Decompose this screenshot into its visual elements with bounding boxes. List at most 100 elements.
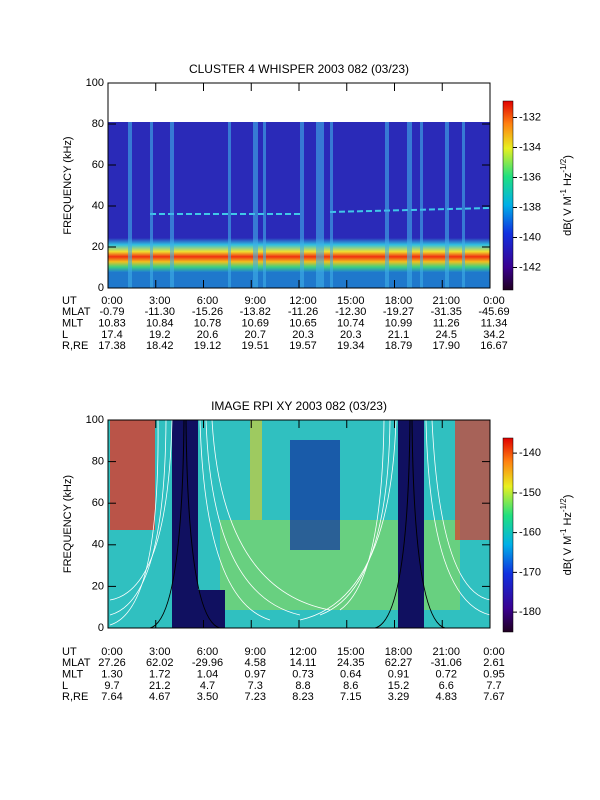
orbit-value: 0.72 <box>436 669 457 681</box>
orbit-value: 4.58 <box>245 657 266 669</box>
orbit-value: 0.91 <box>388 669 409 681</box>
orbit-value: 20.7 <box>245 329 266 341</box>
orbit-value: 4.67 <box>149 691 170 703</box>
y-axis-label: FREQUENCY (kHz) <box>62 475 74 573</box>
orbit-value: 17.38 <box>98 340 126 352</box>
colorbar-tick-label: -142 <box>519 261 541 273</box>
orbit-value: 17.90 <box>432 340 460 352</box>
x-tick-label: 21:00 <box>432 646 460 658</box>
orbit-value: -13.82 <box>240 306 271 318</box>
y-tick-label: 60 <box>92 497 104 509</box>
colorbar <box>502 100 514 291</box>
colorbar-tick-label: -170 <box>519 566 541 578</box>
spectrogram-image <box>108 122 491 288</box>
colorbar-label-part: Hz <box>562 173 574 190</box>
orbit-value: 20.3 <box>340 329 361 341</box>
colorbar-label-part: -1/2 <box>559 158 568 172</box>
orbit-value: 7.64 <box>101 691 122 703</box>
orbit-value: 1.72 <box>149 669 170 681</box>
orbit-value: 10.84 <box>146 318 174 330</box>
orbit-value: 6.6 <box>439 680 454 692</box>
colorbar-label-part: Hz <box>562 512 574 529</box>
orbit-value: -45.69 <box>478 306 509 318</box>
colorbar-label: dB( V M-1 Hz-1/2) <box>559 495 574 576</box>
x-tick-label: 3:00 <box>149 646 170 658</box>
orbit-value: 21.2 <box>149 680 170 692</box>
x-tick-label: 21:00 <box>432 295 460 307</box>
orbit-value: 7.67 <box>483 691 504 703</box>
orbit-value: -15.26 <box>192 306 223 318</box>
orbit-value: 0.64 <box>340 669 361 681</box>
x-axis-label: UT <box>62 295 77 307</box>
x-tick-label: 0:00 <box>101 646 122 658</box>
chart-title: CLUSTER 4 WHISPER 2003 082 (03/23) <box>189 62 409 76</box>
orbit-value: 7.15 <box>340 691 361 703</box>
orbit-value: -11.30 <box>145 306 175 318</box>
orbit-value: 0.95 <box>483 669 504 681</box>
orbit-value: 27.26 <box>98 657 126 669</box>
colorbar-tick-label: -140 <box>519 231 541 243</box>
orbit-value: -0.79 <box>99 306 124 318</box>
colorbar-tick-label: -150 <box>519 487 541 499</box>
orbit-value: 24.35 <box>337 657 365 669</box>
orbit-value: 19.2 <box>149 329 170 341</box>
orbit-value: 8.6 <box>343 680 358 692</box>
y-tick-label: 0 <box>98 622 104 634</box>
colorbar-label-part: ) <box>562 495 574 499</box>
orbit-value: 4.83 <box>436 691 457 703</box>
colorbar-tick-label: -136 <box>519 171 541 183</box>
spectrogram-image <box>108 419 491 629</box>
orbit-value: 19.34 <box>337 340 365 352</box>
orbit-value: 3.29 <box>388 691 409 703</box>
orbit-value: 24.5 <box>436 329 457 341</box>
orbit-value: -19.27 <box>383 306 414 318</box>
x-tick-label: 0:00 <box>483 295 504 307</box>
orbit-value: 0.73 <box>292 669 313 681</box>
orbit-value: 34.2 <box>483 329 504 341</box>
orbit-value: 19.57 <box>289 340 317 352</box>
x-tick-label: 12:00 <box>289 295 317 307</box>
x-tick-label: 9:00 <box>245 646 266 658</box>
y-tick-label: 80 <box>92 118 104 130</box>
y-axis-label: FREQUENCY (kHz) <box>62 136 74 234</box>
orbit-value: 10.99 <box>385 318 413 330</box>
x-tick-label: 9:00 <box>245 295 266 307</box>
orbit-value: 16.67 <box>480 340 508 352</box>
colorbar-tick-label: -160 <box>519 527 541 539</box>
orbit-value: 10.65 <box>289 318 317 330</box>
orbit-row-name: R,RE <box>62 340 88 352</box>
orbit-value: 20.3 <box>292 329 313 341</box>
colorbar <box>502 437 514 633</box>
y-tick-label: 80 <box>92 456 104 468</box>
orbit-value: 10.69 <box>241 318 269 330</box>
y-tick-label: 40 <box>92 200 104 212</box>
orbit-value: 7.7 <box>486 680 501 692</box>
chart-title: IMAGE RPI XY 2003 082 (03/23) <box>211 399 387 413</box>
x-tick-label: 15:00 <box>337 646 365 658</box>
orbit-value: -31.35 <box>431 306 462 318</box>
orbit-value: -29.96 <box>192 657 223 669</box>
orbit-value: 20.6 <box>197 329 218 341</box>
x-tick-label: 0:00 <box>483 646 504 658</box>
x-tick-label: 3:00 <box>149 295 170 307</box>
orbit-value: 15.2 <box>388 680 409 692</box>
orbit-value: 19.12 <box>194 340 222 352</box>
orbit-value: 1.30 <box>101 669 122 681</box>
orbit-value: 7.23 <box>245 691 266 703</box>
y-tick-label: 0 <box>98 282 104 294</box>
colorbar-tick-label: -134 <box>519 141 541 153</box>
colorbar-tick-label: -132 <box>519 111 541 123</box>
x-tick-label: 18:00 <box>385 295 413 307</box>
colorbar-label-part: -1 <box>559 528 568 536</box>
orbit-value: 11.26 <box>433 318 460 330</box>
x-tick-label: 6:00 <box>197 295 218 307</box>
orbit-value: 7.3 <box>248 680 263 692</box>
colorbar-label-part: dB( V M <box>562 536 574 576</box>
orbit-value: 0.97 <box>245 669 266 681</box>
orbit-value: 3.50 <box>197 691 218 703</box>
orbit-value: 21.1 <box>388 329 409 341</box>
colorbar-label-part: -1 <box>559 189 568 197</box>
orbit-row-name: MLAT <box>62 306 91 318</box>
colorbar-tick-label: -138 <box>519 201 541 213</box>
orbit-value: 14.11 <box>290 657 317 669</box>
